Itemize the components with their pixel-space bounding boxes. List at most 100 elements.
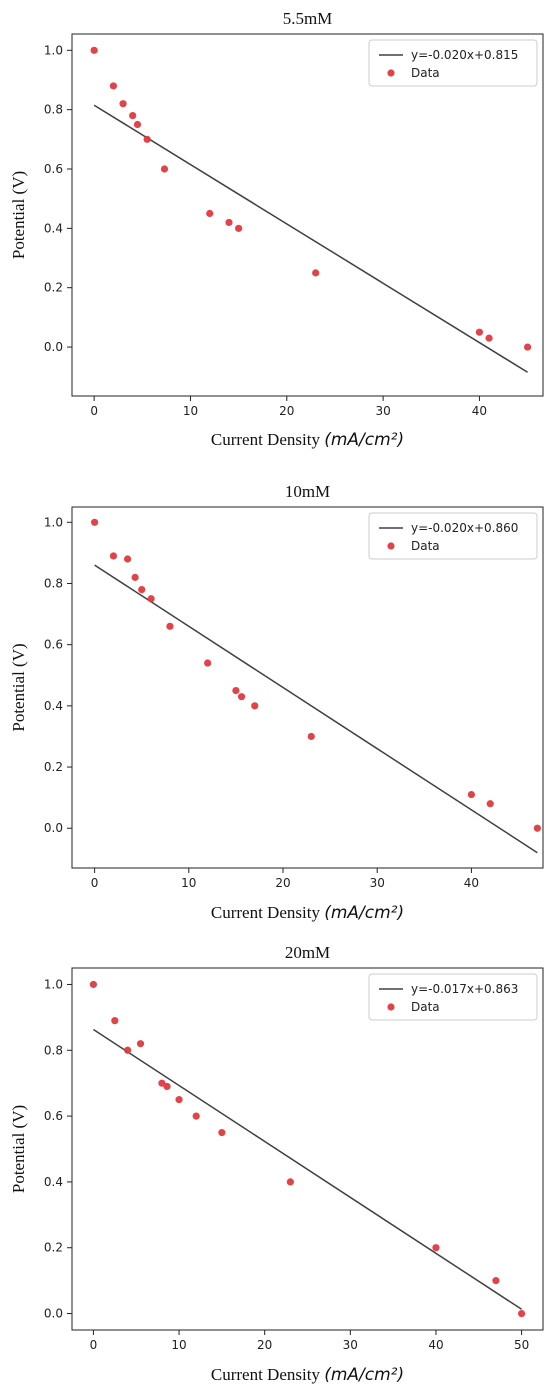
y-tick-label: 1.0 [44, 515, 63, 529]
data-point [138, 586, 146, 594]
data-point [129, 111, 137, 120]
y-tick-label: 0.0 [44, 821, 63, 835]
x-axis-unit: (mA/cm²) [324, 1365, 404, 1385]
data-point [235, 224, 243, 232]
y-tick-label: 1.0 [44, 43, 63, 57]
y-tick-label: 0.4 [44, 699, 63, 713]
x-tick-label: 20 [279, 404, 294, 418]
chart-panel-2: 10mM 0 10 20 30 40 0.0 0.2 0.4 0.6 0.8 1.0 Current D… [9, 482, 544, 923]
y-tick-label: 0.8 [44, 1043, 63, 1057]
data-point [486, 800, 494, 808]
data-point [123, 555, 132, 563]
y-tick-label: 0.4 [44, 221, 63, 235]
x-tick-label: 10 [171, 1338, 186, 1352]
y-tick-label: 0.0 [44, 340, 63, 354]
y-axis-label: Potential (V) [9, 643, 28, 731]
data-point [133, 120, 142, 129]
x-tick-label: 30 [343, 1338, 358, 1352]
fit-line [92, 1028, 523, 1310]
x-tick-label: 20 [257, 1338, 272, 1352]
data-point [136, 1040, 145, 1048]
x-tick-label: 30 [375, 404, 390, 418]
y-tick-label: 0.2 [44, 281, 63, 295]
x-axis-unit: (mA/cm²) [324, 430, 404, 450]
legend-data-label: Data [411, 1000, 440, 1014]
legend-data-label: Data [411, 66, 440, 80]
x-tick-label: 10 [183, 404, 198, 418]
data-point [175, 1096, 183, 1104]
data-point [147, 595, 155, 603]
data-point [111, 1017, 119, 1025]
plot-frame [71, 506, 544, 869]
y-tick-label: 0.2 [44, 1241, 63, 1255]
data-point [485, 334, 493, 342]
legend-fit-label: y=-0.020x+0.860 [411, 521, 518, 535]
data-point [251, 702, 259, 710]
chart-svg-5p5mM: 5.5mM 0 10 20 30 40 0.0 0.2 0.4 0.6 0.8 1.0 Current … [9, 9, 544, 450]
x-tick-label: 30 [370, 876, 385, 890]
legend-fit-label: y=-0.020x+0.815 [411, 48, 518, 62]
x-axis-label-text: Current Density [211, 903, 324, 922]
data-point [131, 573, 139, 581]
x-axis-label: Current Density (mA/cm²) [211, 430, 404, 450]
data-point [90, 46, 98, 54]
data-point [91, 518, 99, 526]
x-tick-label: 50 [514, 1338, 529, 1352]
chart-svg-10mM: 10mM 0 10 20 30 40 0.0 0.2 0.4 0.6 0.8 1.0 Current D… [9, 482, 544, 923]
x-tick-label: 0 [90, 1338, 98, 1352]
x-axis-unit: (mA/cm²) [324, 903, 404, 923]
data-point [492, 1277, 500, 1285]
y-tick-label: 0.8 [44, 103, 63, 117]
y-tick-label: 0.6 [44, 162, 63, 176]
data-point [163, 1082, 171, 1091]
y-tick-label: 0.0 [44, 1307, 63, 1321]
data-point [192, 1112, 200, 1120]
data-point [119, 100, 127, 108]
data-point [109, 552, 118, 560]
data-point [158, 1079, 166, 1087]
data-point [237, 693, 246, 701]
data-point [432, 1244, 440, 1252]
data-point [307, 732, 315, 741]
data-point [204, 659, 212, 667]
data-point [109, 82, 118, 90]
chart-panel-1: 5.5mM 0 10 20 30 40 0.0 0.2 0.4 0.6 0.8 1.0 Current … [0, 0, 546, 460]
data-point [160, 165, 169, 173]
data-point [124, 1046, 132, 1054]
legend-data-swatch [387, 69, 395, 77]
x-tick-label: 40 [472, 404, 487, 418]
y-axis-label: Potential (V) [9, 171, 28, 259]
chart-title: 20mM [285, 943, 330, 962]
x-tick-label: 0 [91, 876, 99, 890]
legend-box [368, 512, 538, 560]
data-point [475, 328, 484, 336]
x-axis-label: Current Density (mA/cm²) [211, 903, 404, 923]
chart-title: 5.5mM [283, 9, 333, 28]
data-point [232, 686, 240, 695]
legend-data-label: Data [411, 539, 440, 553]
y-tick-label: 0.8 [44, 576, 63, 590]
data-point [206, 209, 214, 218]
x-axis-label: Current Density (mA/cm²) [211, 1365, 404, 1385]
y-tick-label: 0.6 [44, 638, 63, 652]
x-tick-label: 10 [181, 876, 196, 890]
data-point [225, 218, 233, 227]
chart-title: 10mM [285, 482, 330, 501]
legend-box [368, 39, 538, 87]
legend-fit-label: y=-0.017x+0.863 [411, 982, 518, 996]
data-point [467, 790, 476, 799]
plot-frame [71, 967, 544, 1331]
x-tick-label: 20 [275, 876, 290, 890]
data-point [143, 135, 151, 143]
x-tick-label: 0 [90, 404, 98, 418]
x-tick-label: 40 [428, 1338, 443, 1352]
plot-frame [71, 33, 544, 397]
data-point [533, 824, 541, 832]
data-point [517, 1309, 526, 1318]
x-tick-label: 40 [464, 876, 479, 890]
y-tick-label: 0.4 [44, 1175, 63, 1189]
data-point [286, 1178, 294, 1186]
y-tick-label: 1.0 [44, 977, 63, 991]
data-point [523, 343, 532, 351]
